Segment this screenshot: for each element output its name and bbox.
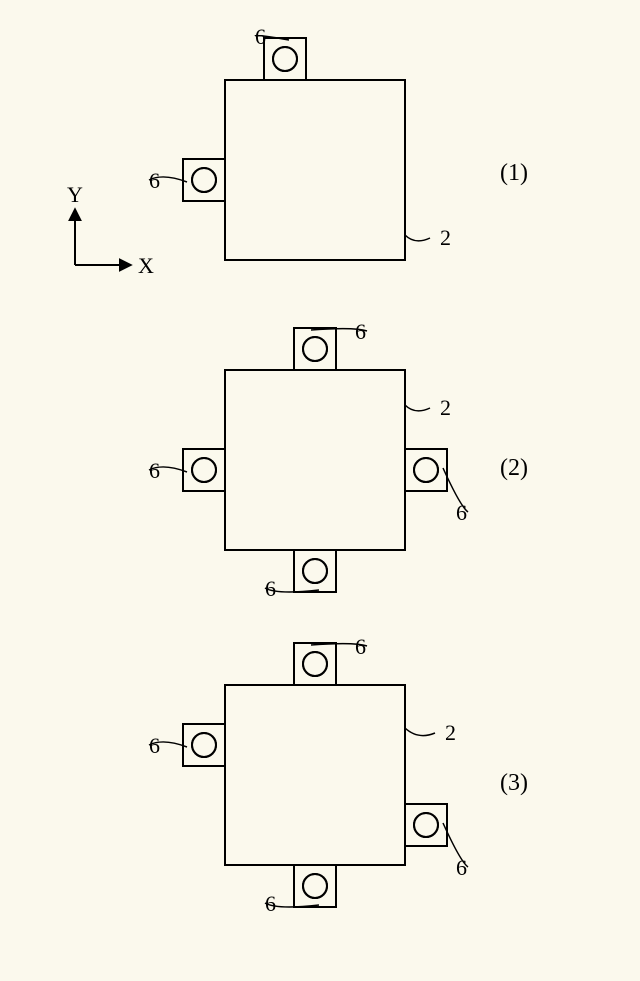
leader-line — [405, 405, 430, 411]
tab-rect — [294, 643, 336, 685]
tab-label: 6 — [149, 733, 160, 758]
axis-x-label: X — [138, 253, 154, 278]
tab-rect — [405, 449, 447, 491]
tab-rect — [183, 159, 225, 201]
figure-id: (3) — [500, 770, 528, 796]
figure-id: (1) — [500, 160, 528, 186]
leader-line — [405, 728, 435, 736]
leader-line — [405, 235, 430, 241]
box-ref-label: 2 — [445, 720, 456, 745]
diagram-canvas: YX66(1)26666(2)26666(3)2 — [0, 0, 640, 981]
tab-rect — [294, 328, 336, 370]
main-box — [225, 685, 405, 865]
box-ref-label: 2 — [440, 395, 451, 420]
tab-rect — [183, 449, 225, 491]
main-box — [225, 370, 405, 550]
main-box — [225, 80, 405, 260]
tab-label: 6 — [149, 458, 160, 483]
tab-rect — [183, 724, 225, 766]
tab-rect — [294, 865, 336, 907]
tab-label: 6 — [355, 319, 366, 344]
box-ref-label: 2 — [440, 225, 451, 250]
tab-label: 6 — [355, 634, 366, 659]
tab-rect — [264, 38, 306, 80]
axis-y-label: Y — [67, 182, 83, 207]
tab-rect — [294, 550, 336, 592]
figure-id: (2) — [500, 455, 528, 481]
tab-label: 6 — [149, 168, 160, 193]
tab-rect — [405, 804, 447, 846]
